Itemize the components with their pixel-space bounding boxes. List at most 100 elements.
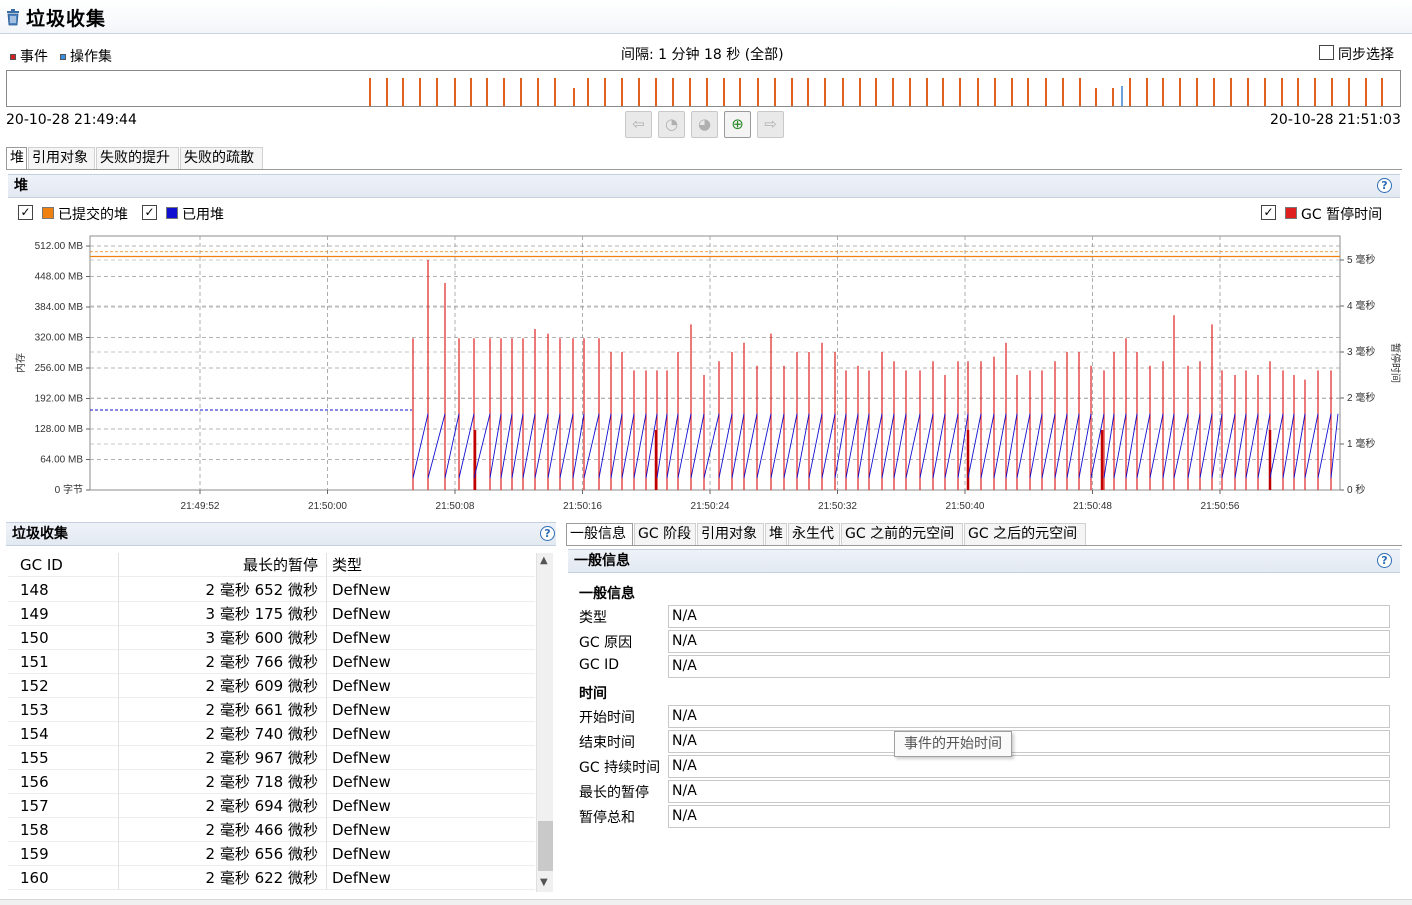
table-row[interactable]: 148 2 毫秒 652 微秒 DefNew [8, 578, 535, 602]
zoom-in-button[interactable]: ⊕ [724, 111, 751, 138]
tab-references[interactable]: 引用对象 [28, 147, 95, 169]
table-cell: DefNew [332, 605, 391, 623]
detail-tab-general-info[interactable]: 一般信息 [566, 523, 633, 545]
arrow-left-button[interactable]: ⇦ [625, 111, 652, 138]
gc-table-help-icon[interactable]: ? [540, 526, 555, 541]
events-legend-swatch [10, 54, 16, 60]
heap-chart[interactable]: 0 字节 64.00 MB 128.00 MB 192.00 MB 256.00 MB 3… [0, 228, 1412, 518]
table-cell: DefNew [332, 701, 391, 719]
scroll-up-icon[interactable]: ▲ [540, 555, 548, 566]
table-cell: 158 [20, 821, 49, 839]
timeline-event-tick [909, 78, 911, 106]
timeline-event-tick [791, 78, 793, 106]
field-value[interactable]: N/A [668, 605, 1390, 628]
field-value[interactable]: N/A [668, 755, 1390, 778]
detail-tab-metaspace-before[interactable]: GC 之前的元空间 [841, 523, 963, 545]
used-heap-checkbox[interactable]: ✓ [142, 205, 157, 220]
timeline-event-tick [1264, 78, 1266, 106]
tab-heap[interactable]: 堆 [6, 147, 27, 169]
timeline-event-tick [1045, 78, 1047, 106]
table-row[interactable]: 157 2 毫秒 694 微秒 DefNew [8, 794, 535, 818]
zoom-user-button[interactable]: ◕ [691, 111, 718, 138]
legend-operation-sets: 操作集 [60, 46, 112, 66]
table-cell: 2 毫秒 740 微秒 [205, 725, 318, 743]
table-cell: DefNew [332, 869, 391, 887]
table-row[interactable]: 158 2 毫秒 466 微秒 DefNew [8, 818, 535, 842]
y-axis-title-left: 内存 [14, 353, 27, 373]
timeline-event-tick [739, 78, 741, 106]
detail-tab-references[interactable]: 引用对象 [697, 523, 764, 545]
table-row[interactable]: 156 2 毫秒 718 微秒 DefNew [8, 770, 535, 794]
table-row[interactable]: 153 2 毫秒 661 微秒 DefNew [8, 698, 535, 722]
field-label: GC ID [579, 657, 619, 673]
timeline-event-tick [1162, 78, 1164, 106]
table-row[interactable]: 152 2 毫秒 609 微秒 DefNew [8, 674, 535, 698]
field-label: GC 原因 [579, 635, 633, 651]
timeline-event-tick [503, 78, 505, 106]
column-header[interactable]: 类型 [332, 556, 363, 574]
x-tick-label: 21:50:40 [946, 501, 985, 512]
scrollbar-thumb[interactable] [538, 821, 553, 871]
zoom-out-user-button[interactable]: ◔ [658, 111, 685, 138]
timeline-event-tick [1314, 78, 1316, 106]
timeline-event-tick [386, 78, 388, 106]
table-row[interactable]: 155 2 毫秒 967 微秒 DefNew [8, 746, 535, 770]
table-row[interactable]: 151 2 毫秒 766 微秒 DefNew [8, 650, 535, 674]
group-general-heading: 一般信息 [579, 586, 635, 602]
table-row[interactable]: 149 3 毫秒 175 微秒 DefNew [8, 602, 535, 626]
detail-tab-heap[interactable]: 堆 [765, 523, 787, 545]
column-header[interactable]: 最长的暂停 [242, 556, 318, 574]
table-cell: 152 [20, 677, 49, 695]
gc-pause-swatch [1285, 207, 1297, 219]
field-value[interactable]: N/A [668, 780, 1390, 803]
y-tick-label: 512.00 MB [35, 241, 84, 252]
column-header[interactable]: GC ID [20, 556, 63, 574]
y-axis-title-right: 暂停时间 [1389, 343, 1402, 383]
detail-help-icon[interactable]: ? [1377, 553, 1392, 568]
detail-tab-permgen[interactable]: 永生代 [788, 523, 840, 545]
table-header-row: GC ID 最长的暂停 类型 [8, 553, 535, 577]
timeline-event-tick [1230, 78, 1232, 106]
table-row[interactable]: 154 2 毫秒 740 微秒 DefNew [8, 722, 535, 746]
table-cell: DefNew [332, 629, 391, 647]
arrow-right-button[interactable]: ⇨ [757, 111, 784, 138]
tooltip: 事件的开始时间 [894, 731, 1012, 757]
timeline-event-tick [419, 78, 421, 106]
table-cell: 2 毫秒 609 微秒 [205, 677, 318, 695]
heap-help-icon[interactable]: ? [1377, 178, 1392, 193]
event-timeline[interactable] [6, 70, 1401, 107]
timeline-event-tick [1095, 88, 1097, 106]
timeline-event-tick [959, 78, 961, 106]
tab-failed-promotion[interactable]: 失败的提升 [96, 147, 179, 169]
timeline-event-tick [655, 78, 657, 106]
table-cell: 149 [20, 605, 49, 623]
field-value[interactable]: N/A [668, 630, 1390, 653]
field-value[interactable]: N/A [668, 805, 1390, 828]
timeline-event-tick [1011, 78, 1013, 106]
field-value[interactable]: N/A [668, 655, 1390, 678]
table-cell: 2 毫秒 967 微秒 [205, 749, 318, 767]
heap-section-title: 堆 [14, 178, 28, 194]
field-value[interactable]: N/A [668, 705, 1390, 728]
timeline-event-tick [1331, 78, 1333, 106]
x-tick-label: 21:50:00 [308, 501, 347, 512]
detail-tab-metaspace-after[interactable]: GC 之后的元空间 [964, 523, 1086, 545]
table-row[interactable]: 159 2 毫秒 656 微秒 DefNew [8, 842, 535, 866]
gc-pause-checkbox[interactable]: ✓ [1261, 205, 1276, 220]
detail-tab-gc-phases[interactable]: GC 阶段 [634, 523, 696, 545]
table-row[interactable]: 150 3 毫秒 600 微秒 DefNew [8, 626, 535, 650]
y-tick-label: 192.00 MB [35, 394, 84, 405]
timeline-event-tick [723, 78, 725, 106]
table-cell: 2 毫秒 652 微秒 [205, 581, 318, 599]
table-scrollbar[interactable]: ▲ ▼ [536, 553, 553, 892]
tab-failed-evacuation[interactable]: 失败的疏散 [180, 147, 263, 169]
table-cell: DefNew [332, 773, 391, 791]
sync-select-checkbox[interactable] [1319, 45, 1334, 60]
scroll-down-icon[interactable]: ▼ [540, 877, 548, 888]
table-cell: 2 毫秒 466 微秒 [205, 821, 318, 839]
committed-heap-checkbox[interactable]: ✓ [18, 205, 33, 220]
field-value[interactable]: N/A [668, 730, 1390, 753]
table-cell: 2 毫秒 622 微秒 [205, 869, 318, 887]
table-row[interactable]: 160 2 毫秒 622 微秒 DefNew [8, 866, 535, 890]
table-cell: 3 毫秒 600 微秒 [205, 629, 318, 647]
